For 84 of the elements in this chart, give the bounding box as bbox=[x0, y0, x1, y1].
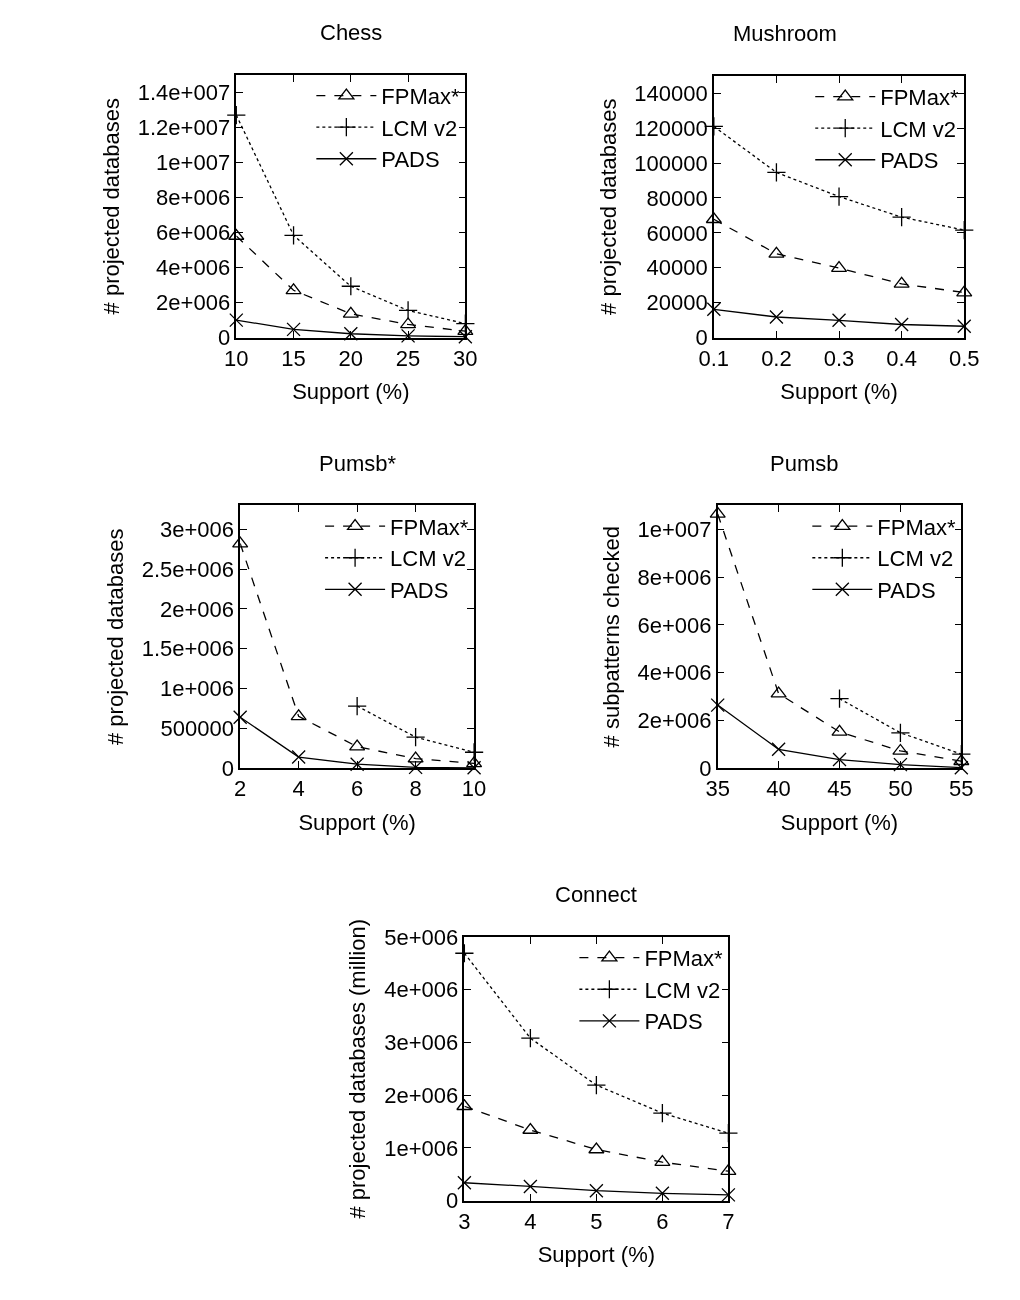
y-tick-label: 2e+006 bbox=[160, 596, 235, 622]
x-tick-label: 5 bbox=[590, 1208, 603, 1234]
legend-label: LCM v2 bbox=[880, 116, 957, 142]
x-tick-label: 4 bbox=[292, 776, 305, 802]
legend-label: FPMax* bbox=[390, 514, 469, 540]
legend-label: FPMax* bbox=[880, 85, 959, 111]
legend-label: LCM v2 bbox=[381, 115, 458, 141]
x-tick-label: 0.4 bbox=[886, 345, 917, 371]
chart-title: Chess bbox=[320, 20, 383, 45]
y-tick-label: 8e+006 bbox=[637, 564, 712, 590]
x-tick-label: 10 bbox=[461, 776, 487, 802]
y-axis-title: # projected databases (million) bbox=[345, 918, 371, 1219]
y-tick-label: 80000 bbox=[646, 185, 708, 211]
x-tick-label: 55 bbox=[949, 776, 974, 802]
y-tick-label: 1e+006 bbox=[160, 676, 235, 702]
chart-title: Connect bbox=[555, 882, 637, 907]
legend-label: LCM v2 bbox=[644, 977, 721, 1003]
y-tick-label: 140000 bbox=[634, 80, 708, 106]
y-tick-label: 2e+006 bbox=[156, 290, 231, 316]
y-tick-label: 1.4e+007 bbox=[137, 79, 231, 105]
y-tick-label: 3e+006 bbox=[384, 1030, 459, 1056]
y-tick-label: 100000 bbox=[634, 150, 708, 176]
y-tick-label: 0 bbox=[221, 755, 235, 781]
y-tick-label: 4e+006 bbox=[637, 660, 712, 686]
x-tick-label: 40 bbox=[766, 776, 791, 802]
y-axis-title: # subpatterns checked bbox=[598, 526, 624, 748]
y-axis-title: # projected databases bbox=[99, 97, 125, 315]
legend-label: PADS bbox=[877, 577, 936, 603]
x-axis-title: Support (%) bbox=[292, 379, 410, 405]
y-tick-label: 2e+006 bbox=[384, 1082, 459, 1108]
x-tick-label: 6 bbox=[656, 1208, 669, 1234]
x-tick-label: 0.2 bbox=[761, 345, 792, 371]
legend-label: FPMax* bbox=[644, 946, 724, 972]
x-tick-label: 7 bbox=[722, 1208, 735, 1234]
x-axis-title: Support (%) bbox=[298, 809, 416, 835]
y-tick-label: 6e+006 bbox=[637, 612, 712, 638]
y-tick-label: 1.2e+007 bbox=[137, 115, 231, 141]
x-tick-label: 15 bbox=[281, 345, 306, 371]
y-tick-label: 1e+006 bbox=[384, 1135, 459, 1161]
y-tick-label: 20000 bbox=[646, 290, 708, 316]
y-tick-label: 8e+006 bbox=[156, 185, 231, 211]
x-tick-label: 4 bbox=[524, 1208, 537, 1234]
y-tick-label: 0 bbox=[445, 1188, 459, 1214]
y-tick-label: 4e+006 bbox=[384, 977, 459, 1003]
y-tick-label: 4e+006 bbox=[156, 255, 231, 281]
legend-label: PADS bbox=[381, 147, 440, 173]
y-tick-label: 3e+006 bbox=[160, 516, 235, 542]
x-tick-label: 25 bbox=[395, 345, 421, 371]
x-tick-label: 3 bbox=[458, 1208, 471, 1234]
x-tick-label: 45 bbox=[827, 776, 852, 802]
x-tick-label: 6 bbox=[351, 776, 364, 802]
legend-label: LCM v2 bbox=[877, 546, 954, 572]
x-tick-label: 2 bbox=[234, 776, 247, 802]
x-axis-title: Support (%) bbox=[780, 809, 899, 835]
y-tick-label: 2e+006 bbox=[637, 708, 712, 734]
y-tick-label: 500000 bbox=[160, 716, 235, 742]
legend-label: LCM v2 bbox=[390, 546, 466, 572]
x-tick-label: 20 bbox=[338, 345, 364, 371]
y-axis-title: # projected databases bbox=[595, 98, 621, 315]
legend-label: PADS bbox=[390, 577, 449, 603]
y-tick-label: 1e+007 bbox=[637, 516, 712, 542]
y-tick-label: 1.5e+006 bbox=[141, 636, 235, 662]
legend-label: PADS bbox=[880, 148, 939, 174]
legend-label: FPMax* bbox=[877, 514, 956, 540]
x-axis-title: Support (%) bbox=[780, 379, 898, 405]
chart-title: Pumsb* bbox=[319, 451, 397, 476]
x-tick-label: 50 bbox=[888, 776, 913, 802]
y-tick-label: 120000 bbox=[634, 115, 708, 141]
legend-label: PADS bbox=[644, 1009, 703, 1035]
y-axis-title: # projected databases bbox=[102, 528, 128, 745]
x-axis-title: Support (%) bbox=[537, 1242, 656, 1268]
y-tick-label: 40000 bbox=[646, 255, 708, 281]
x-tick-label: 8 bbox=[409, 776, 422, 802]
y-tick-label: 60000 bbox=[646, 220, 708, 246]
chart-title: Mushroom bbox=[733, 21, 837, 46]
y-tick-label: 1e+007 bbox=[156, 150, 231, 176]
x-tick-label: 0.5 bbox=[948, 345, 980, 371]
x-tick-label: 30 bbox=[453, 345, 478, 371]
legend-label: FPMax* bbox=[381, 84, 461, 110]
chart-title: Pumsb bbox=[770, 451, 839, 476]
y-tick-label: 6e+006 bbox=[156, 220, 231, 246]
y-tick-label: 2.5e+006 bbox=[141, 556, 235, 582]
x-tick-label: 0.3 bbox=[823, 345, 855, 371]
y-tick-label: 5e+006 bbox=[384, 924, 459, 950]
